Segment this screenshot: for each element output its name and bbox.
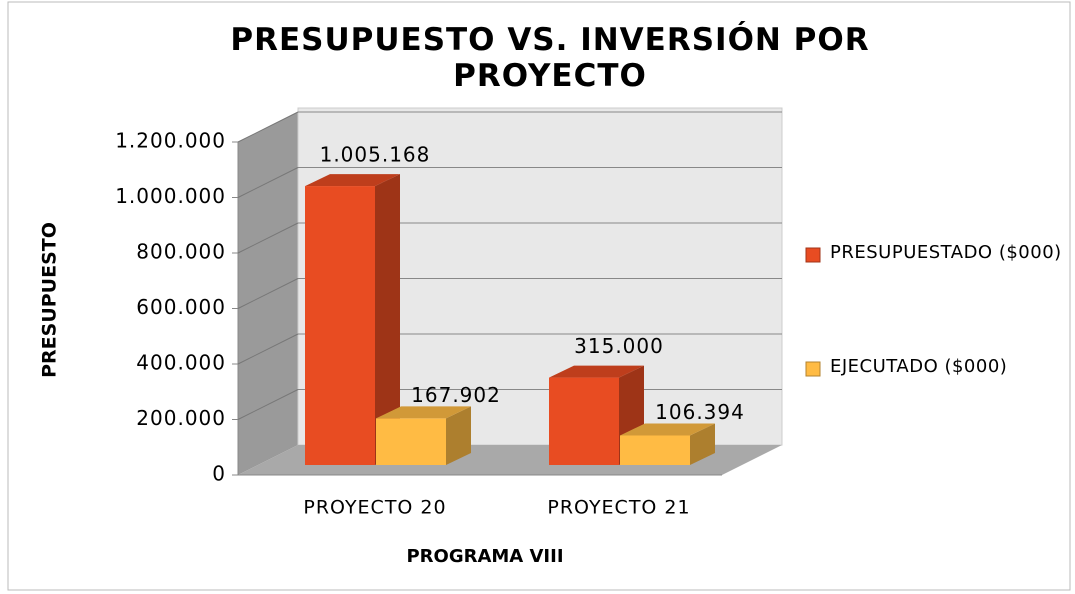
grid-line-side (237, 389, 299, 420)
bar (305, 186, 375, 465)
grid-line-side (237, 278, 299, 309)
bar-side (375, 174, 400, 465)
bar-top (620, 423, 715, 436)
bar-side (446, 406, 471, 465)
legend-label: EJECUTADO ($000) (830, 356, 1008, 377)
y-tick-label: 200.000 (136, 406, 226, 430)
grid-line-side (237, 222, 299, 254)
legend-label: PRESUPUESTADO ($000) (830, 242, 1062, 263)
y-tick-label: 0 (212, 462, 226, 486)
y-axis-label: PRESUPUESTO (39, 222, 61, 378)
legend-swatch (805, 247, 821, 263)
bar-top (376, 406, 471, 419)
bar (376, 418, 446, 465)
grid-line-side (237, 111, 299, 143)
data-label: 167.902 (411, 383, 501, 407)
bar (549, 377, 619, 465)
y-tick-label: 400.000 (136, 351, 226, 375)
y-tick-label: 800.000 (136, 240, 226, 264)
bar-top (549, 365, 644, 378)
x-tick-label: PROYECTO 21 (547, 497, 690, 519)
data-label: 315.000 (574, 334, 664, 358)
chart-border (7, 1, 1071, 591)
y-tick-label: 1.000.000 (115, 184, 226, 208)
grid-line-side (237, 167, 299, 198)
data-label: 106.394 (655, 400, 745, 424)
bar (620, 435, 690, 465)
bar-top (305, 174, 400, 187)
legend-swatch (805, 361, 821, 377)
chart-title: PRESUPUESTO VS. INVERSIÓN POR PROYECTO (230, 22, 870, 94)
grid-line-side (237, 333, 299, 365)
y-tick-label: 600.000 (136, 295, 226, 319)
x-axis-label: PROGRAMA VIII (406, 546, 563, 567)
bar-side (690, 423, 715, 465)
x-tick-label: PROYECTO 20 (303, 497, 446, 519)
y-tick-label: 1.200.000 (115, 129, 226, 153)
data-label: 1.005.168 (320, 143, 431, 167)
